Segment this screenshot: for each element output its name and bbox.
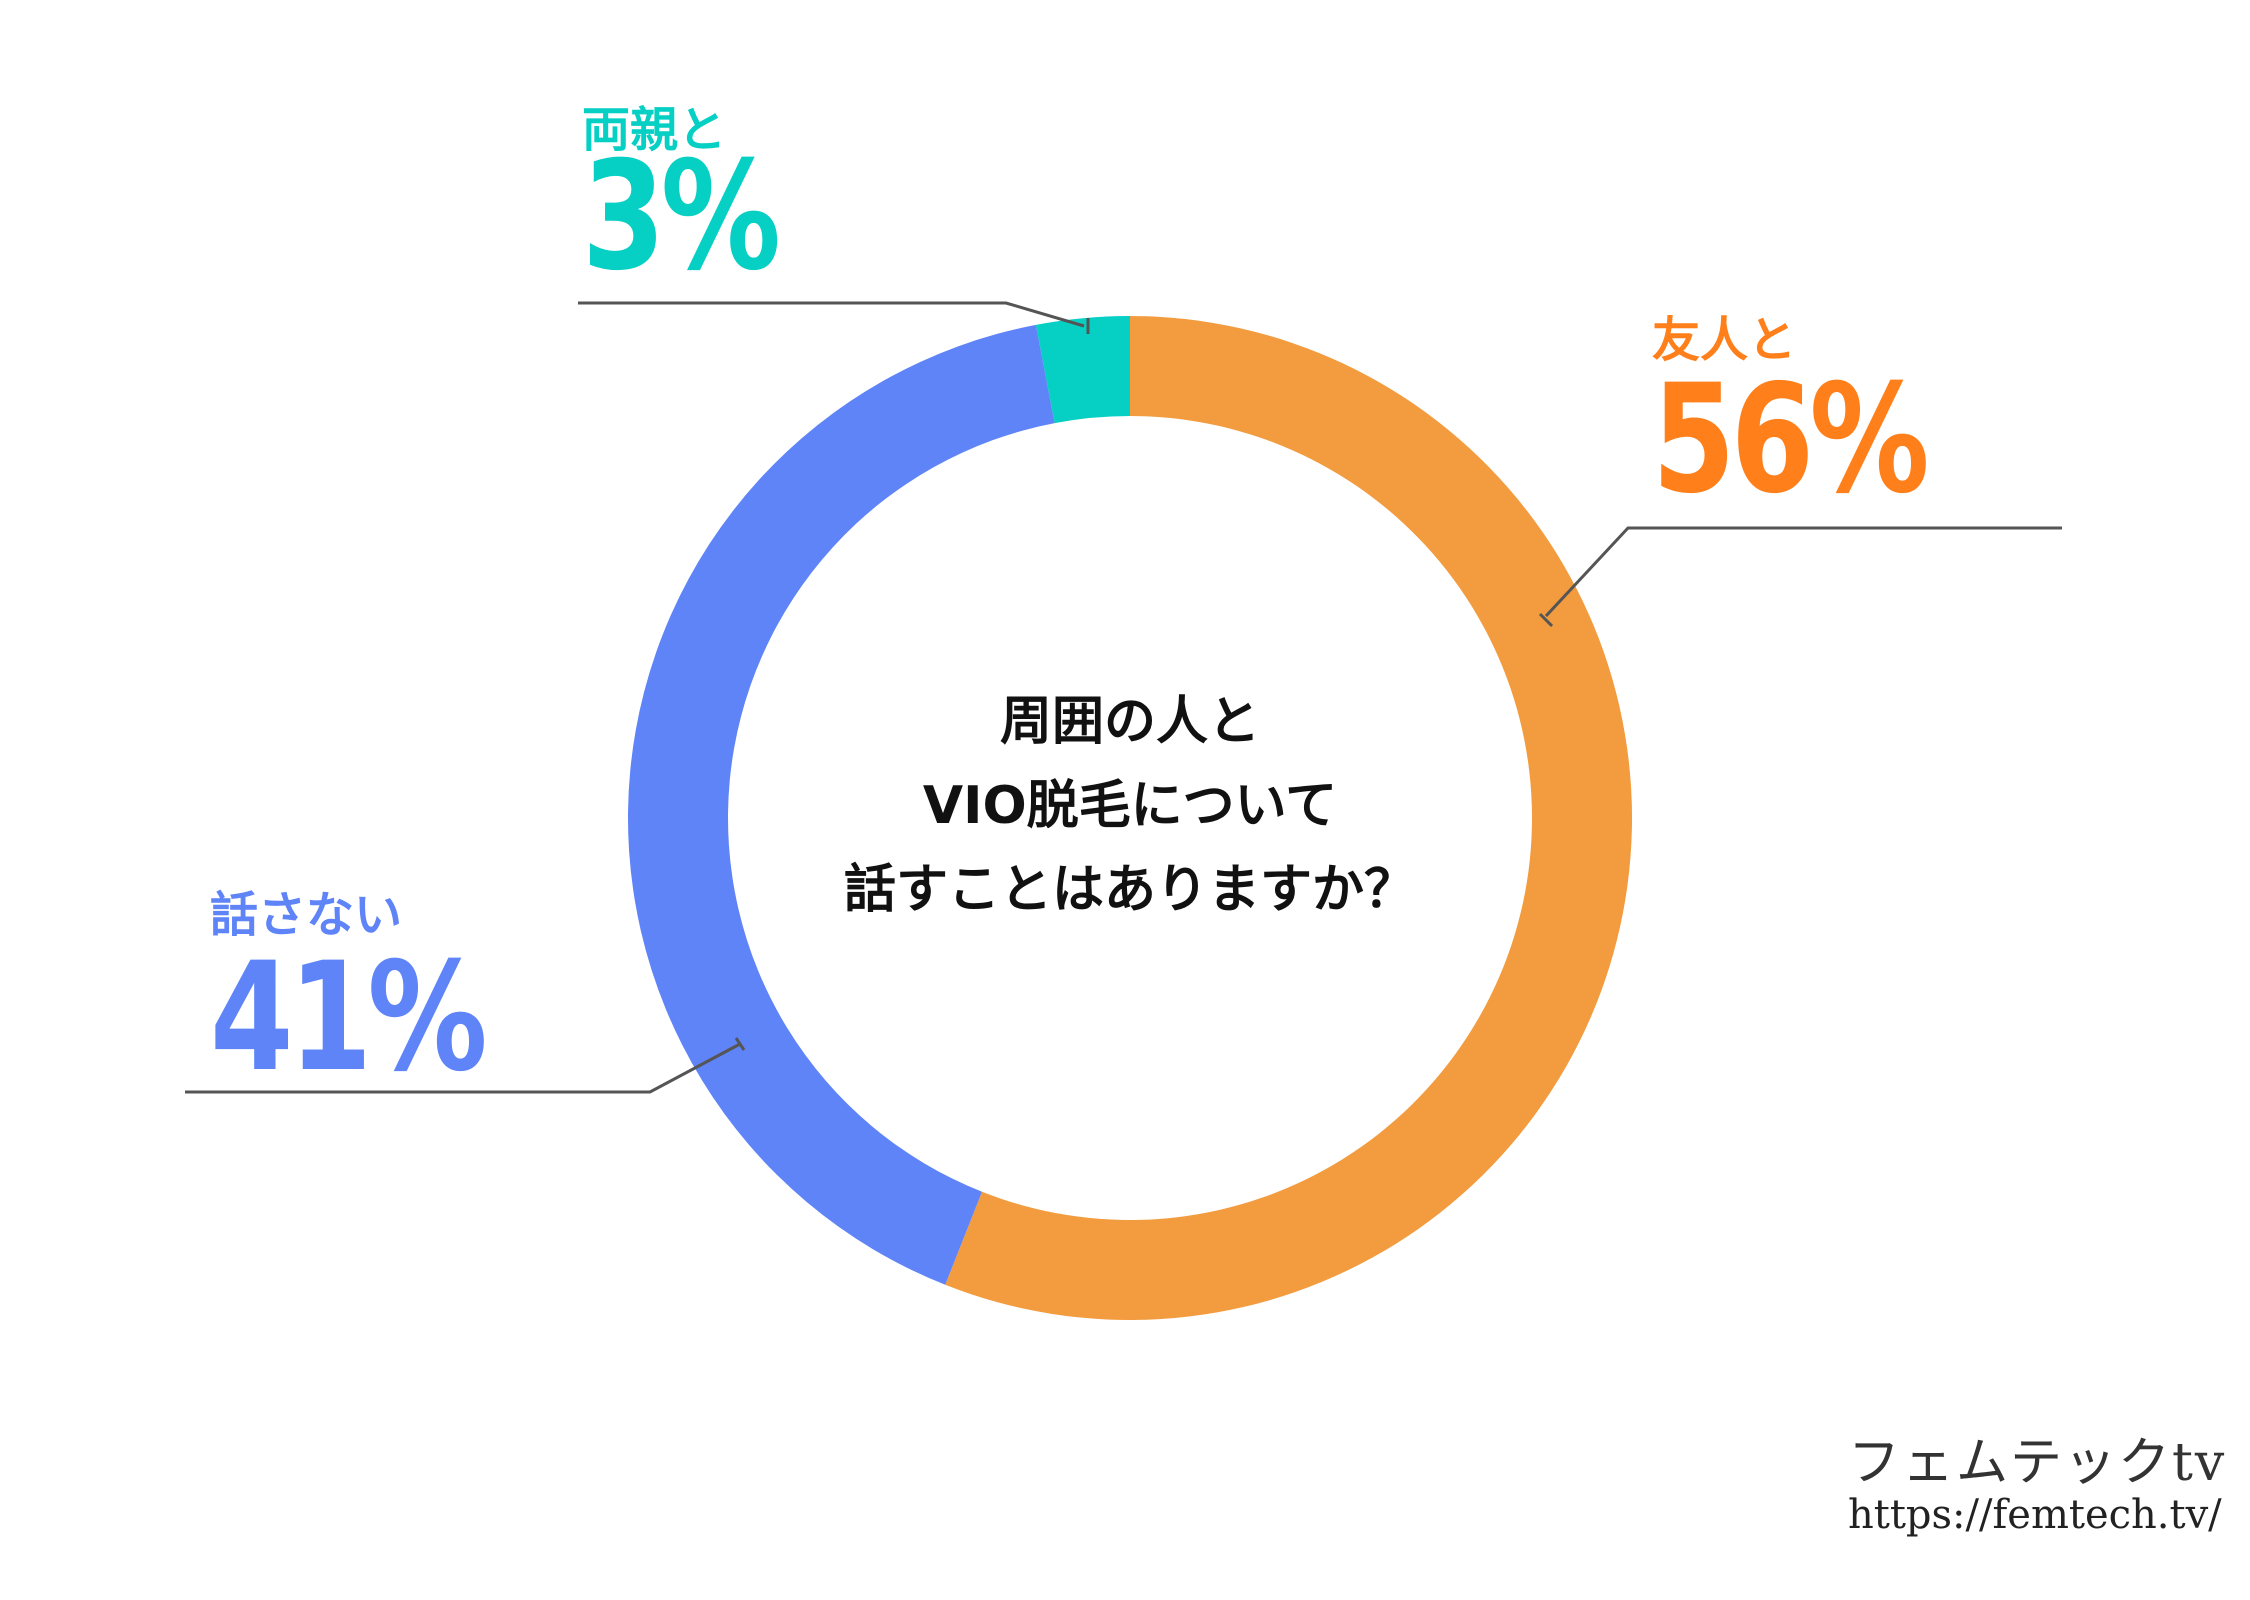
center-question-line-1: 周囲の人と [999,692,1260,752]
slice-no-talk [627,324,1055,1285]
slice-label-friends: 友人と [1652,312,1797,368]
center-question-line-2: VIO脱毛について [922,776,1338,836]
slice-friends [945,316,1632,1320]
slice-parents [1035,316,1130,424]
slice-value-friends: 56% [1652,353,1930,527]
leader-line-parents [578,301,1090,334]
femtech-logo: フェムテックtv [1848,1433,2227,1493]
leader-line-friends [1538,526,2062,628]
center-question-line-3: 話すことはありますか？ [843,860,1416,920]
center-question: 周囲の人と VIO脱毛について 話すことはありますか？ [680,680,1580,932]
slice-label-parents: 両親と [582,102,727,158]
leader-line-no-talk [185,1037,746,1094]
footer-url: https://femtech.tv/ [1848,1492,2222,1538]
donut-slices [627,316,1632,1320]
slice-label-no-talk: 話さない [210,887,403,943]
slice-value-parents: 3% [582,130,781,304]
slice-value-no-talk: 41% [210,931,488,1105]
leader-lines [185,301,2062,1094]
